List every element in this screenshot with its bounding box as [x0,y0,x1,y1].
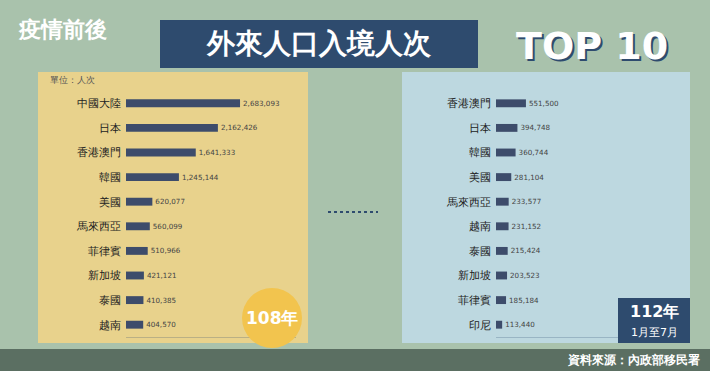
svg-text:中國大陸: 中國大陸 [77,97,121,110]
svg-text:香港澳門: 香港澳門 [447,97,491,110]
svg-text:馬來西亞: 馬來西亞 [76,220,121,233]
svg-text:外來人口入境人次: 外來人口入境人次 [206,27,432,60]
svg-text:113,440: 113,440 [505,320,535,329]
svg-text:單位：人次: 單位：人次 [50,75,95,85]
svg-text:394,748: 394,748 [520,123,550,132]
svg-text:410,385: 410,385 [146,296,176,305]
svg-text:菲律賓: 菲律賓 [88,245,121,258]
svg-text:203,523: 203,523 [510,271,540,280]
svg-text:2,162,426: 2,162,426 [221,123,258,132]
svg-text:韓國: 韓國 [99,171,121,184]
svg-text:印尼: 印尼 [469,319,491,332]
svg-text:菲律賓: 菲律賓 [458,294,491,307]
svg-text:233,577: 233,577 [512,197,542,206]
svg-text:185,184: 185,184 [509,296,539,305]
svg-text:資料來源：內政部移民署: 資料來源：內政部移民署 [567,353,700,367]
svg-text:越南: 越南 [99,319,121,332]
svg-text:231,152: 231,152 [512,222,542,231]
svg-text:新加坡: 新加坡 [88,269,121,282]
svg-text:1月至7月: 1月至7月 [631,326,678,339]
svg-text:泰國: 泰國 [99,294,121,307]
svg-text:620,077: 620,077 [155,197,185,206]
svg-text:112年: 112年 [630,302,679,321]
svg-text:韓國: 韓國 [469,146,491,159]
svg-text:551,500: 551,500 [529,99,559,108]
svg-text:TOP 10: TOP 10 [516,24,668,68]
svg-text:美國: 美國 [99,196,121,209]
svg-text:215,424: 215,424 [511,246,541,255]
svg-text:2,683,093: 2,683,093 [243,99,279,108]
svg-text:108年: 108年 [246,308,299,328]
svg-text:越南: 越南 [469,220,491,233]
svg-text:1,641,333: 1,641,333 [199,148,235,157]
svg-text:421,121: 421,121 [147,271,177,280]
svg-text:日本: 日本 [469,122,491,135]
svg-text:404,570: 404,570 [146,320,176,329]
svg-text:360,744: 360,744 [519,148,549,157]
svg-text:美國: 美國 [469,171,491,184]
svg-text:281,104: 281,104 [514,173,544,182]
svg-text:疫情前後: 疫情前後 [18,17,107,42]
svg-text:馬來西亞: 馬來西亞 [446,196,491,209]
svg-text:510,966: 510,966 [151,246,181,255]
svg-text:日本: 日本 [99,122,121,135]
svg-text:泰國: 泰國 [469,245,491,258]
svg-text:新加坡: 新加坡 [458,269,491,282]
svg-text:香港澳門: 香港澳門 [77,146,121,159]
svg-text:1,245,144: 1,245,144 [182,173,219,182]
svg-text:560,099: 560,099 [153,222,183,231]
